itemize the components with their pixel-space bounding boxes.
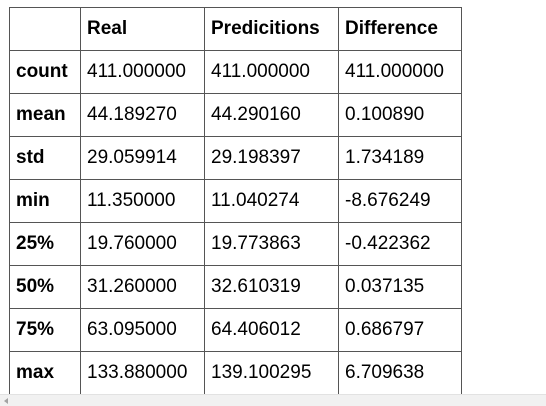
table-cell: 29.198397 [204,136,339,180]
table-cell: 139.100295 [204,351,339,394]
table-cell: 19.773863 [204,222,339,266]
row-label: 75% [9,308,81,352]
table-cell: -0.422362 [338,222,462,266]
table-cell: 1.734189 [338,136,462,180]
table-row: count 411.000000 411.000000 411.000000 [9,50,462,94]
row-label: min [9,179,81,223]
table-cell: 133.880000 [80,351,205,394]
table-row: min 11.350000 11.040274 -8.676249 [9,179,462,223]
table-cell: 44.189270 [80,93,205,137]
output-viewport: Real Predicitions Difference count 411.0… [9,7,462,394]
table-row: max 133.880000 139.100295 6.709638 [9,351,462,394]
column-header-predicitions: Predicitions [204,7,339,51]
table-cell: 411.000000 [204,50,339,94]
table-cell: 411.000000 [338,50,462,94]
table-row: 75% 63.095000 64.406012 0.686797 [9,308,462,352]
table-row: mean 44.189270 44.290160 0.100890 [9,93,462,137]
header-row: Real Predicitions Difference [9,7,462,51]
row-label: 25% [9,222,81,266]
column-header-real: Real [80,7,205,51]
row-label: 50% [9,265,81,309]
table-cell: 19.760000 [80,222,205,266]
table-cell: -8.676249 [338,179,462,223]
table-cell: 63.095000 [80,308,205,352]
row-label: max [9,351,81,394]
table-cell: 32.610319 [204,265,339,309]
scroll-left-arrow-icon[interactable] [4,398,8,404]
row-label: mean [9,93,81,137]
horizontal-scrollbar[interactable] [0,394,546,406]
index-header [9,7,81,51]
table-row: std 29.059914 29.198397 1.734189 [9,136,462,180]
table-cell: 0.686797 [338,308,462,352]
table-cell: 411.000000 [80,50,205,94]
table-cell: 11.040274 [204,179,339,223]
table-cell: 29.059914 [80,136,205,180]
table-cell: 6.709638 [338,351,462,394]
row-label: count [9,50,81,94]
row-label: std [9,136,81,180]
table-cell: 44.290160 [204,93,339,137]
table-cell: 31.260000 [80,265,205,309]
table-cell: 64.406012 [204,308,339,352]
table-row: 50% 31.260000 32.610319 0.037135 [9,265,462,309]
table-row: 25% 19.760000 19.773863 -0.422362 [9,222,462,266]
table-cell: 11.350000 [80,179,205,223]
table-cell: 0.100890 [338,93,462,137]
describe-table: Real Predicitions Difference count 411.0… [9,7,462,394]
table-cell: 0.037135 [338,265,462,309]
column-header-difference: Difference [338,7,462,51]
